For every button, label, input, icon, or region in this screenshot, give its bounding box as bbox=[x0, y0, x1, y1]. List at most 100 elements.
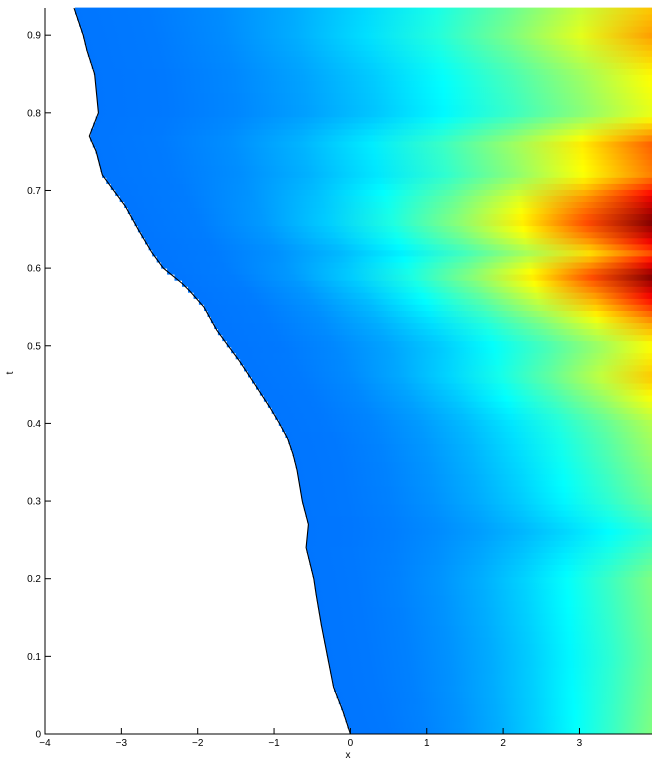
heatmap-row bbox=[98, 158, 652, 166]
heatmap-row bbox=[152, 249, 652, 257]
heatmap-row bbox=[81, 25, 652, 33]
x-tick-label: −3 bbox=[116, 738, 128, 749]
heatmap-row bbox=[278, 419, 652, 426]
heatmap-row bbox=[231, 346, 652, 354]
heatmap-row bbox=[252, 376, 652, 384]
heatmap-row bbox=[338, 697, 652, 705]
y-tick-label: 0.8 bbox=[27, 108, 41, 119]
heatmap-row bbox=[315, 588, 652, 596]
heatmap-row bbox=[137, 225, 652, 233]
heatmap-row bbox=[235, 352, 652, 360]
heatmap-row bbox=[267, 400, 652, 408]
heatmap-row bbox=[222, 334, 652, 342]
heatmap-row bbox=[343, 709, 652, 717]
heatmap-row bbox=[307, 534, 652, 541]
heatmap-row bbox=[331, 673, 652, 680]
heatmap-row bbox=[326, 648, 652, 656]
heatmap-row bbox=[96, 86, 652, 94]
heatmap-row bbox=[324, 636, 652, 644]
x-tick-label: 0 bbox=[348, 738, 354, 749]
heatmap-row bbox=[226, 340, 652, 348]
heatmap-row bbox=[329, 661, 652, 668]
heatmap-row bbox=[302, 497, 652, 505]
heatmap-row bbox=[75, 7, 652, 15]
heatmap-row bbox=[102, 171, 652, 178]
heatmap-row bbox=[322, 624, 652, 632]
heatmap-row bbox=[290, 443, 652, 450]
heatmap-row bbox=[320, 618, 652, 626]
heatmap-row bbox=[198, 298, 652, 305]
y-tick-label: 0.4 bbox=[27, 419, 41, 430]
y-axis: 0 0.1 0.2 0.3 0.4 0.5 0.6 0.7 0.8 0.9 bbox=[27, 31, 51, 741]
heatmap-row bbox=[323, 630, 652, 638]
heatmap-row bbox=[124, 201, 652, 208]
heatmap-row bbox=[97, 98, 652, 106]
heatmap-row bbox=[96, 92, 652, 100]
heatmap-row bbox=[313, 576, 652, 584]
heatmap-row bbox=[334, 685, 652, 692]
heatmap-row bbox=[288, 437, 652, 445]
heatmap-row bbox=[330, 667, 652, 674]
heatmap-row bbox=[301, 491, 652, 499]
heatmap-row bbox=[259, 388, 652, 396]
plot-area bbox=[44, 7, 652, 735]
x-tick-label: 2 bbox=[500, 738, 506, 749]
x-tick-label: 1 bbox=[424, 738, 430, 749]
heatmap-row bbox=[161, 261, 652, 269]
heatmap-row bbox=[347, 721, 652, 729]
heatmap-row bbox=[93, 68, 652, 75]
heatmap-row bbox=[84, 37, 652, 45]
heatmap-row bbox=[119, 195, 652, 202]
heatmap-row bbox=[341, 703, 652, 711]
heatmap-row bbox=[332, 679, 652, 686]
heatmap-row bbox=[308, 552, 652, 559]
x-axis-label: x bbox=[346, 750, 351, 759]
heatmap-row bbox=[307, 527, 652, 535]
heatmap-row bbox=[285, 431, 652, 438]
heatmap-row bbox=[214, 322, 652, 329]
x-tick-label: 3 bbox=[577, 738, 583, 749]
y-tick-label: 0.2 bbox=[27, 574, 41, 585]
heatmap-row bbox=[95, 80, 652, 87]
heatmap-row bbox=[145, 237, 652, 245]
heatmap-row bbox=[127, 207, 652, 214]
boundary-curve bbox=[73, 7, 351, 735]
heatmap-row bbox=[271, 406, 652, 414]
heatmap-row bbox=[244, 364, 652, 372]
heatmap-row bbox=[90, 128, 652, 136]
heatmap-row bbox=[275, 413, 652, 420]
x-tick-label: −1 bbox=[268, 738, 280, 749]
heatmap-row bbox=[309, 558, 652, 565]
heatmap-row bbox=[167, 267, 652, 275]
heatmap-row bbox=[106, 177, 652, 184]
heatmap-row bbox=[193, 292, 652, 299]
heatmap-row bbox=[210, 316, 652, 324]
heatmap-row bbox=[306, 546, 652, 553]
heatmap-row bbox=[256, 382, 652, 390]
heatmap-row bbox=[89, 56, 652, 63]
heatmap-row bbox=[217, 328, 652, 336]
heatmap-row bbox=[325, 642, 652, 650]
heatmap-row bbox=[110, 183, 652, 190]
heatmap-row bbox=[307, 515, 652, 523]
heatmap-row bbox=[316, 594, 652, 602]
heatmap-row bbox=[327, 655, 652, 662]
heatmap-row bbox=[141, 231, 652, 239]
x-tick-label: −2 bbox=[192, 738, 204, 749]
heatmap-row bbox=[87, 50, 652, 57]
heatmap-row bbox=[131, 213, 652, 221]
y-axis-label: t bbox=[5, 371, 16, 374]
heatmap-row bbox=[297, 467, 652, 475]
heatmap-row bbox=[303, 503, 652, 511]
heatmap-row bbox=[299, 479, 652, 487]
heatmap-row bbox=[248, 370, 652, 378]
heatmap-row bbox=[95, 146, 652, 154]
heatmap-row bbox=[98, 104, 652, 112]
heatmap-row bbox=[336, 691, 652, 699]
heatmap-row bbox=[156, 255, 652, 263]
heatmap-row bbox=[86, 43, 652, 51]
heatmap-row bbox=[115, 189, 652, 196]
heatmap-row bbox=[95, 74, 652, 81]
heatmap-row bbox=[305, 509, 652, 517]
